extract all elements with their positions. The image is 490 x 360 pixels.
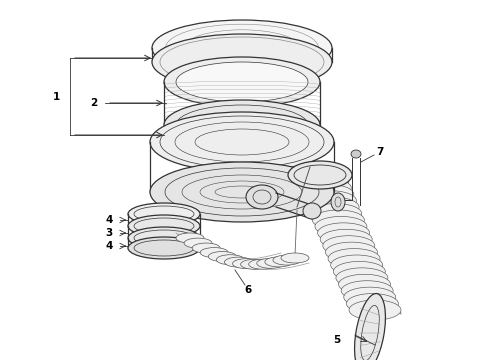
- Ellipse shape: [281, 253, 309, 263]
- Text: 3: 3: [106, 228, 113, 238]
- Ellipse shape: [192, 243, 220, 253]
- Ellipse shape: [265, 257, 293, 267]
- Ellipse shape: [217, 255, 245, 265]
- Ellipse shape: [320, 229, 372, 249]
- Ellipse shape: [325, 242, 377, 262]
- Ellipse shape: [288, 161, 352, 189]
- Ellipse shape: [302, 184, 354, 204]
- Ellipse shape: [304, 191, 357, 211]
- Ellipse shape: [336, 268, 388, 288]
- Ellipse shape: [296, 171, 348, 192]
- Ellipse shape: [184, 238, 212, 248]
- Text: 4: 4: [106, 215, 113, 225]
- Ellipse shape: [349, 300, 401, 320]
- Text: 5: 5: [333, 335, 340, 345]
- Ellipse shape: [176, 233, 204, 243]
- Ellipse shape: [333, 261, 385, 282]
- Ellipse shape: [246, 185, 278, 209]
- Ellipse shape: [164, 57, 320, 107]
- Ellipse shape: [303, 203, 321, 219]
- Ellipse shape: [150, 162, 334, 222]
- Ellipse shape: [273, 255, 301, 265]
- Ellipse shape: [299, 178, 351, 198]
- Ellipse shape: [257, 258, 285, 268]
- Ellipse shape: [164, 100, 320, 150]
- Text: 2: 2: [90, 98, 97, 108]
- Ellipse shape: [339, 274, 391, 294]
- Ellipse shape: [128, 237, 200, 259]
- Ellipse shape: [176, 62, 308, 102]
- Ellipse shape: [315, 216, 367, 237]
- Ellipse shape: [331, 255, 383, 275]
- Ellipse shape: [233, 258, 261, 269]
- Ellipse shape: [152, 20, 332, 76]
- Ellipse shape: [232, 44, 252, 52]
- Ellipse shape: [355, 293, 386, 360]
- Ellipse shape: [318, 223, 369, 243]
- Ellipse shape: [341, 281, 393, 301]
- Ellipse shape: [331, 193, 345, 211]
- Ellipse shape: [128, 227, 200, 249]
- Ellipse shape: [152, 34, 332, 90]
- Ellipse shape: [346, 293, 398, 314]
- Ellipse shape: [310, 203, 362, 224]
- Ellipse shape: [294, 165, 346, 185]
- Ellipse shape: [224, 257, 252, 267]
- Ellipse shape: [237, 46, 247, 50]
- Ellipse shape: [128, 215, 200, 237]
- Ellipse shape: [249, 259, 277, 269]
- Text: 7: 7: [376, 147, 383, 157]
- Ellipse shape: [128, 203, 200, 225]
- Ellipse shape: [351, 150, 361, 158]
- Ellipse shape: [241, 259, 269, 269]
- Ellipse shape: [150, 112, 334, 172]
- Ellipse shape: [328, 248, 380, 269]
- Ellipse shape: [200, 248, 228, 257]
- Text: 6: 6: [245, 285, 252, 295]
- Ellipse shape: [323, 236, 375, 256]
- Ellipse shape: [208, 252, 236, 261]
- Ellipse shape: [344, 287, 396, 307]
- Ellipse shape: [312, 210, 365, 230]
- Text: 1: 1: [53, 92, 60, 102]
- Text: 4: 4: [106, 241, 113, 251]
- Ellipse shape: [307, 197, 359, 217]
